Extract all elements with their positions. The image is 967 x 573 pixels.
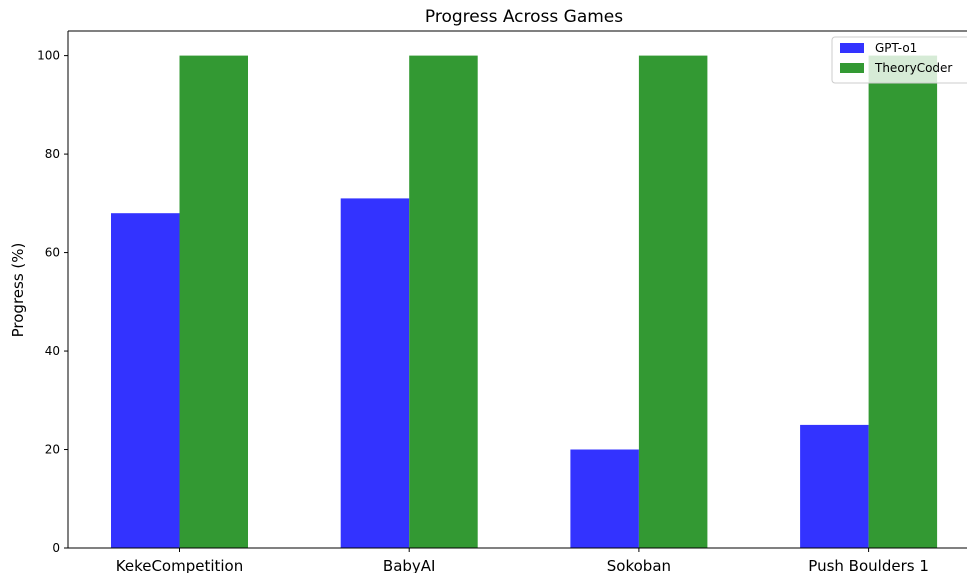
bars-layer	[111, 55, 938, 548]
chart-title: Progress Across Games	[425, 7, 623, 27]
y-tick-label: 40	[45, 344, 60, 358]
x-tick-label: Push Boulders 1	[808, 557, 929, 573]
legend: GPT-o1 TheoryCoder	[831, 36, 967, 84]
y-ticks: 0 20 40 60 80 100	[37, 49, 68, 555]
bar-gpt-o1-sokoban	[570, 449, 639, 548]
legend-swatch-theorycoder	[840, 63, 864, 73]
bar-theorycoder-push-boulders-1	[868, 55, 938, 548]
x-tick-label: BabyAI	[383, 557, 436, 573]
axes-layer	[67, 30, 967, 549]
y-tick-label: 20	[45, 443, 60, 457]
y-tick-label: 60	[45, 246, 60, 260]
y-tick-label: 0	[52, 541, 60, 555]
bar-gpt-o1-babyai	[340, 198, 410, 548]
x-ticks: KekeCompetition BabyAI Sokoban Push Boulder…	[116, 548, 929, 573]
y-axis-label: Progress (%)	[9, 243, 27, 338]
bar-gpt-o1-push-boulders-1	[800, 424, 869, 548]
y-tick-label: 100	[37, 49, 60, 63]
legend-box	[831, 36, 967, 84]
legend-label-theorycoder: TheoryCoder	[874, 61, 952, 75]
x-tick-label: KekeCompetition	[116, 557, 244, 573]
bar-theorycoder-kekecompetition	[179, 55, 248, 548]
legend-swatch-gpt-o1	[840, 43, 864, 53]
legend-label-gpt-o1: GPT-o1	[875, 41, 917, 55]
x-tick-label: Sokoban	[607, 557, 671, 573]
bar-gpt-o1-kekecompetition	[111, 213, 180, 548]
y-tick-label: 80	[45, 147, 60, 161]
bar-theorycoder-babyai	[409, 55, 478, 548]
bar-theorycoder-sokoban	[638, 55, 708, 548]
